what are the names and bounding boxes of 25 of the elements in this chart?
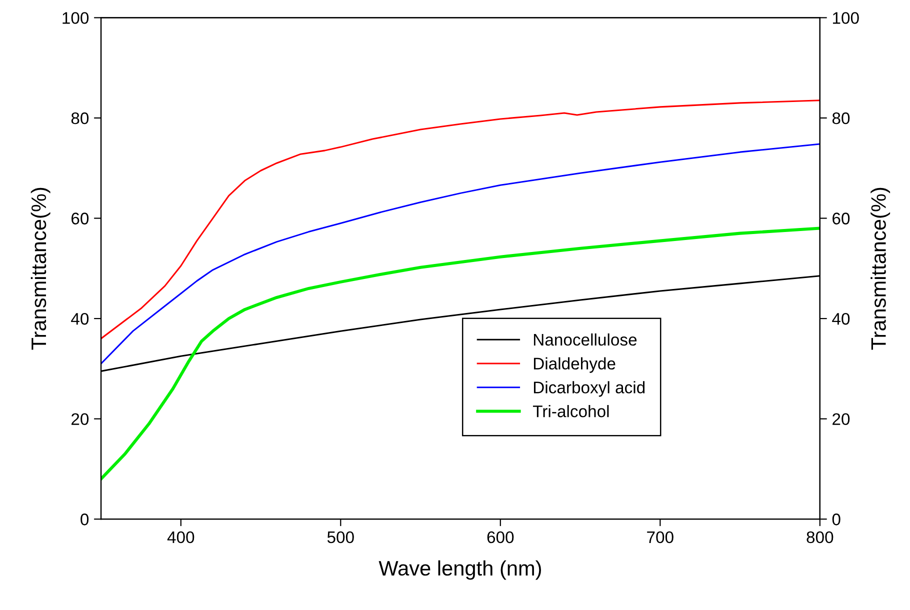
line-series (101, 226, 820, 481)
legend-label: Nanocellulose (534, 333, 637, 346)
y2-tick-label: 20 (832, 413, 850, 426)
y-axis-title: Transmittance(%) (30, 188, 50, 350)
x-tick-label: 700 (647, 531, 674, 544)
y2-tick-label: 100 (832, 12, 859, 24)
x-tick-label: 600 (487, 531, 514, 544)
y2-tick-label: 0 (832, 514, 840, 526)
y-tick-label: 80 (71, 112, 89, 124)
y-tick-label: 60 (72, 212, 89, 224)
y2-tick-label: 40 (832, 312, 850, 325)
x-tick-label: 800 (806, 531, 834, 544)
y2-axis-title: Transmittance(%) (870, 188, 890, 350)
y-tick-label: 20 (72, 413, 89, 426)
y-tick-label: 100 (62, 12, 89, 24)
x-tick-label: 400 (167, 531, 194, 544)
legend-label: Tri-alcohol (532, 405, 609, 418)
y-tick-label: 40 (71, 312, 89, 325)
y2-tick-label: 60 (832, 212, 850, 224)
y2-tick-label: 80 (832, 112, 850, 124)
x-tick-label: 500 (327, 531, 354, 544)
x-axis-title: Wave length (nm) (378, 560, 541, 580)
y-tick-label: 0 (80, 514, 89, 526)
legend-label: Dialdehyde (534, 357, 616, 373)
legend-label: Dicarboxyl acid (534, 381, 645, 397)
